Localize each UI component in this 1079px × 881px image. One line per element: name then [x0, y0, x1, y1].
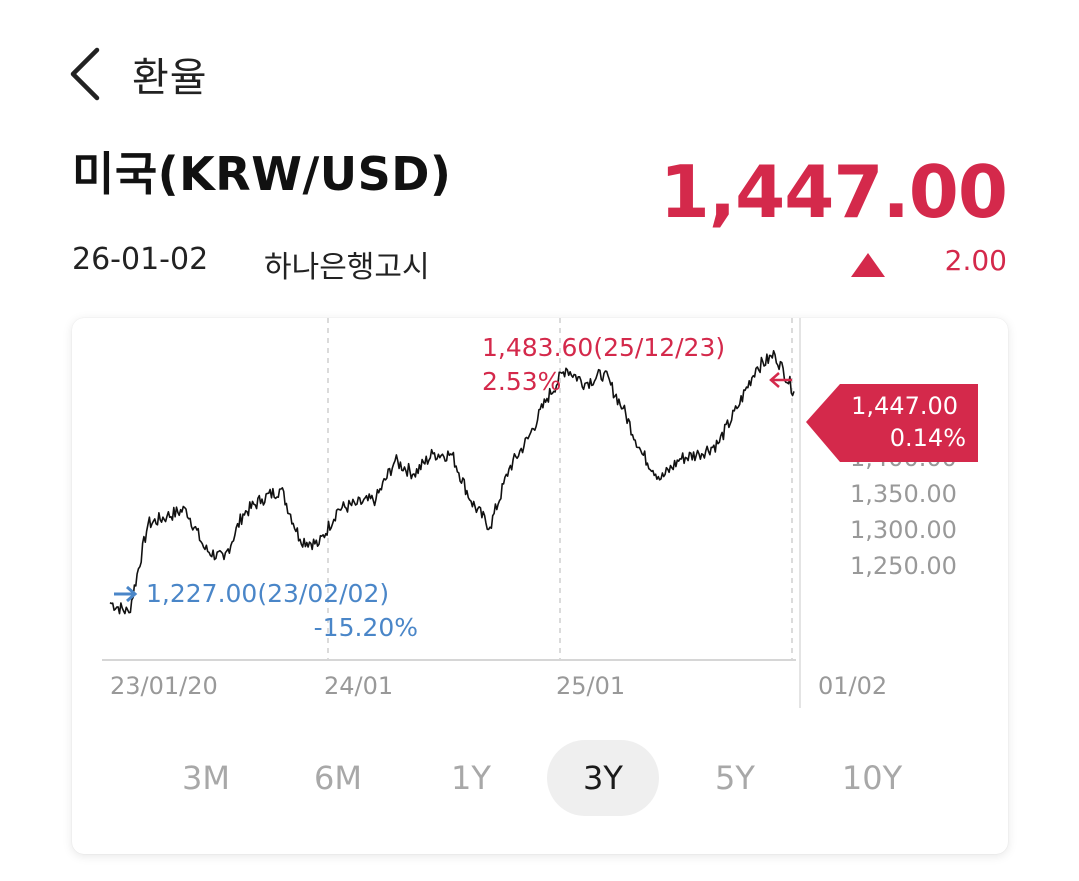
period-tab-6m[interactable]: 6M	[314, 759, 362, 797]
rate-source: 하나은행고시	[264, 250, 430, 285]
triangle-up-icon	[850, 252, 886, 278]
app-header: 환율	[62, 42, 208, 106]
x-tick-label: 24/01	[324, 672, 393, 700]
currency-name: 미국(KRW/USD)	[72, 147, 452, 201]
period-tab-1y[interactable]: 1Y	[451, 759, 491, 797]
period-tab-5y[interactable]: 5Y	[715, 759, 755, 797]
chevron-left-icon[interactable]	[62, 42, 108, 106]
y-tick-label: 1,250.00	[850, 552, 957, 580]
x-tick-label: 25/01	[556, 672, 625, 700]
current-value-label: 1,447.00	[851, 392, 958, 420]
rate-change-value: 2.00	[944, 244, 1007, 277]
chart-card: 1,483.60(25/12/23) 2.53% 1,227.00(23/02/…	[72, 318, 1008, 854]
period-tab-3m[interactable]: 3M	[182, 759, 230, 797]
exchange-rate-value: 1,447.00	[659, 150, 1008, 234]
high-value-label: 1,483.60(25/12/23)	[482, 333, 725, 362]
period-tab-10y[interactable]: 10Y	[841, 759, 903, 797]
arrow-right-icon	[114, 585, 138, 603]
arrow-left-icon	[769, 372, 792, 388]
period-tab-3y[interactable]: 3Y	[547, 740, 659, 816]
low-value-label: 1,227.00(23/02/02)	[146, 579, 389, 608]
x-tick-label: 23/01/20	[110, 672, 218, 700]
page-title: 환율	[132, 55, 208, 101]
x-tick-label: 01/02	[818, 672, 887, 700]
y-tick-label: 1,300.00	[850, 516, 957, 544]
y-tick-label: 1,350.00	[850, 480, 957, 508]
high-pct-label: 2.53%	[482, 367, 561, 396]
current-pct-label: 0.14%	[890, 424, 966, 452]
announce-date: 26-01-02	[72, 242, 209, 277]
price-line	[109, 350, 795, 615]
rate-chart[interactable]: 1,483.60(25/12/23) 2.53% 1,227.00(23/02/…	[72, 318, 1008, 718]
current-value-flag: 1,447.00 0.14%	[806, 384, 978, 462]
low-pct-label: -15.20%	[314, 613, 418, 642]
